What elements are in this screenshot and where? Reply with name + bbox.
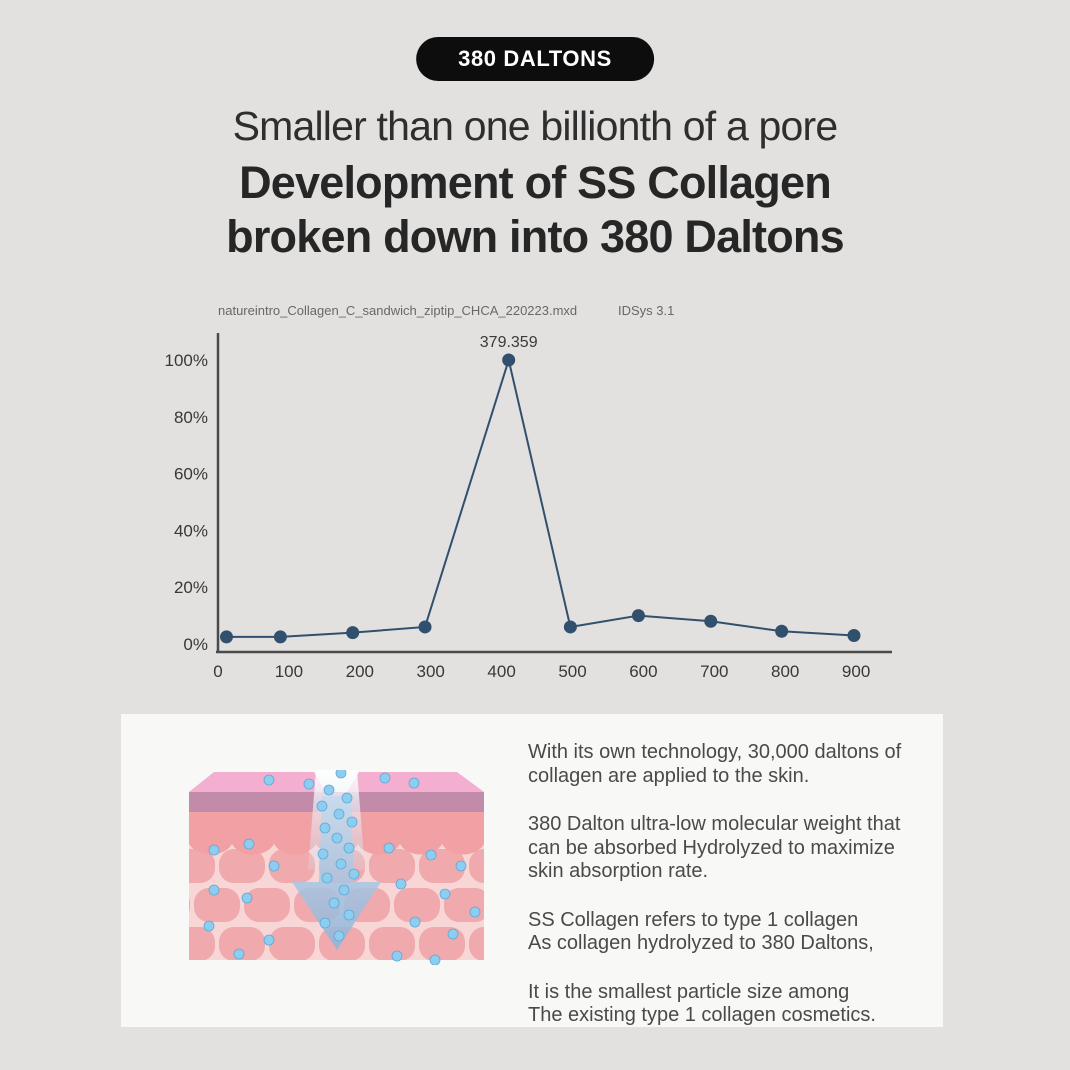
x-tick-label: 700 [700,662,728,681]
y-tick-label: 60% [174,465,208,484]
paragraph-line: The existing type 1 collagen cosmetics. [528,1004,876,1026]
paragraph-line: 380 Dalton ultra-low molecular weight th… [528,813,901,835]
paragraph-line: skin absorption rate. [528,860,709,882]
data-point [346,626,360,640]
headline-main-line1: Development of SS Collagen [239,157,832,208]
y-tick-label: 40% [174,521,208,540]
paragraph-smallest-particle: It is the smallest particle size among T… [528,981,928,1028]
paragraph-line: can be absorbed Hydrolyzed to maximize [528,836,895,859]
data-point [631,609,645,623]
card-text-column: With its own technology, 30,000 daltons … [528,741,928,1053]
peak-value-label: 379.359 [480,334,538,351]
paragraph-line: SS Collagen refers to type 1 collagen [528,908,859,931]
x-tick-label: 100 [275,662,303,681]
x-tick-label: 200 [346,662,374,681]
chart-axes [216,333,892,654]
data-point [563,620,577,634]
info-card: With its own technology, 30,000 daltons … [121,714,943,1027]
chart-file-label: natureintro_Collagen_C_sandwich_ziptip_C… [218,303,578,318]
data-point [502,353,516,367]
data-point [775,624,789,638]
x-tick-label: 0 [213,662,222,681]
paragraph-technology: With its own technology, 30,000 daltons … [528,741,928,788]
daltons-badge: 380 DALTONS [416,37,654,81]
chart-line [226,356,855,638]
data-point [273,630,287,644]
chart-canvas: 0% 20% 40% 60% 80% 100% 0 100 200 300 400 500 600 700… [165,333,892,681]
data-point [418,620,432,634]
mass-spectrum-chart: natureintro_Collagen_C_sandwich_ziptip_C… [150,296,950,691]
paragraph-line: With its own technology, 30,000 daltons … [528,741,902,763]
y-tick-label: 0% [183,635,208,654]
paragraph-line: collagen are applied to the skin. [528,764,810,787]
y-tick-label: 80% [174,408,208,427]
headline-main-line2: broken down into 380 Daltons [226,211,844,262]
x-tick-label: 300 [417,662,445,681]
data-point [704,614,718,628]
x-tick-label: 600 [629,662,657,681]
paragraph-line: It is the smallest particle size among [528,980,850,1003]
x-tick-label: 400 [487,662,515,681]
collagen-droplets [203,770,481,965]
skin-surface-left [189,772,326,792]
paragraph-line: As collagen hydrolyzed to 380 Daltons, [528,932,874,954]
x-tick-label: 800 [771,662,799,681]
data-point [847,628,861,642]
headline-sub: Smaller than one billionth of a pore [232,103,839,149]
paragraph-molecular-weight: 380 Dalton ultra-low molecular weight th… [528,813,928,884]
data-point [220,630,234,644]
x-tick-label: 500 [558,662,586,681]
x-tick-label: 900 [842,662,870,681]
chart-system-label: IDSys 3.1 [618,303,675,318]
skin-absorption-illustration [189,770,484,965]
paragraph-ss-collagen: SS Collagen refers to type 1 collagen As… [528,909,928,956]
y-tick-label: 20% [174,578,208,597]
y-tick-label: 100% [165,351,208,370]
absorption-arrow [292,796,381,950]
